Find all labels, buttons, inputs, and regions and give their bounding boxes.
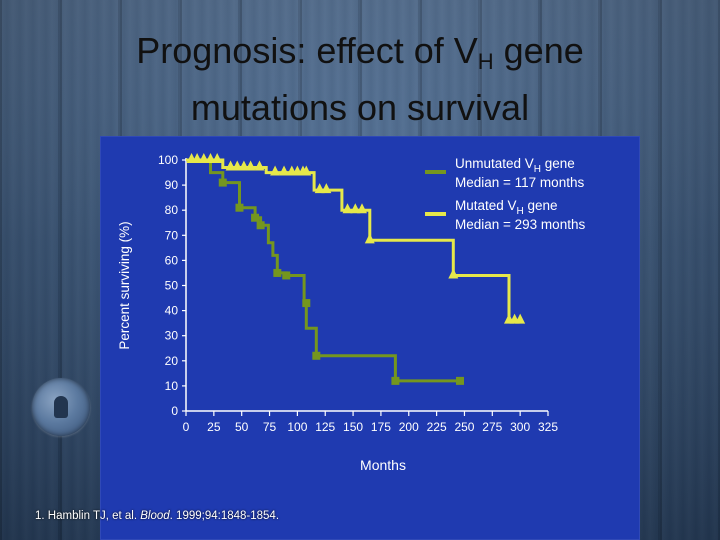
x-tick-label: 0: [183, 420, 190, 434]
mutated-censor-marker: [198, 153, 209, 163]
y-tick-label: 90: [165, 178, 179, 192]
mutated-censor-marker: [270, 165, 281, 176]
x-tick-label: 200: [399, 420, 419, 434]
unmutated-censor-marker: [251, 213, 260, 222]
unmutated-censor-marker: [302, 299, 311, 308]
survival-chart: 0 10 20 30 40 50 60 70 80 90 100 0 25 50 75 100 125 150 17…: [117, 153, 585, 473]
mutated-censor-marker: [254, 160, 265, 171]
y-tick-label: 100: [158, 153, 178, 167]
unmutated-censor-marker: [456, 376, 465, 385]
unmutated-censor-marker: [235, 203, 244, 212]
y-tick-label: 10: [165, 379, 179, 393]
title-line-1: Prognosis: effect of VH gene: [136, 30, 584, 74]
citation-footnote: 1. Hamblin TJ, et al. Blood. 1999;94:184…: [35, 510, 280, 522]
mutated-censor-marker: [350, 203, 361, 214]
mutated-legend-name: Mutated VH gene: [455, 198, 558, 217]
unmutated-censor-marker: [256, 221, 265, 230]
mutated-censor-marker: [314, 183, 325, 194]
x-tick-label: 175: [371, 420, 391, 434]
y-tick-label: 30: [165, 329, 179, 343]
mutated-censor-marker: [212, 153, 223, 163]
unmutated-censor-marker: [391, 376, 400, 385]
x-tick-label: 225: [427, 420, 447, 434]
x-tick-label: 50: [235, 420, 249, 434]
unmutated-survival-line: [186, 158, 460, 383]
x-tick-label: 250: [454, 420, 474, 434]
keyhole-decoration-icon: [32, 378, 90, 436]
unmutated-censor-marker: [273, 268, 282, 277]
x-tick-label: 100: [287, 420, 307, 434]
unmutated-censor-marker: [312, 351, 321, 360]
mutated-legend-median: Median = 293 months: [455, 217, 585, 232]
y-tick-label: 80: [165, 203, 179, 217]
mutated-censor-marker: [321, 183, 332, 194]
unmutated-censor-marker: [218, 178, 227, 187]
chart-panel: 0 10 20 30 40 50 60 70 80 90 100 0 25 50 75 100 125 150 17…: [100, 136, 640, 540]
x-tick-label: 300: [510, 420, 530, 434]
x-axis-label: Months: [360, 457, 406, 473]
unmutated-legend-name: Unmutated VH gene: [455, 156, 575, 175]
y-tick-label: 20: [165, 354, 179, 368]
y-axis-label: Percent surviving (%): [117, 221, 132, 349]
mutated-censor-marker: [301, 165, 312, 176]
mutated-censor-marker: [356, 203, 367, 214]
x-tick-label: 75: [263, 420, 277, 434]
mutated-censor-marker: [232, 160, 243, 171]
y-tick-label: 70: [165, 228, 179, 242]
title-line-2: mutations on survival: [190, 87, 530, 128]
x-tick-label: 275: [482, 420, 502, 434]
y-tick-label: 50: [165, 279, 179, 293]
y-tick-label: 60: [165, 253, 179, 267]
mutated-censor-marker: [225, 160, 236, 171]
mutated-censor-marker: [238, 160, 249, 171]
y-tick-label: 40: [165, 304, 179, 318]
y-tick-label: 0: [171, 404, 178, 418]
mutated-censor-marker: [448, 268, 459, 279]
mutated-censor-marker: [364, 233, 375, 244]
x-tick-label: 25: [207, 420, 221, 434]
mutated-censor-marker: [279, 165, 290, 176]
x-tick-label: 325: [538, 420, 558, 434]
mutated-censor-marker: [192, 153, 203, 163]
mutated-censor-marker: [342, 203, 353, 214]
x-tick-label: 150: [343, 420, 363, 434]
mutated-censor-marker: [205, 153, 216, 163]
mutated-censor-marker: [515, 313, 526, 324]
x-tick-label: 125: [315, 420, 335, 434]
mutated-censor-marker: [245, 160, 256, 171]
unmutated-censor-marker: [282, 271, 291, 280]
unmutated-legend-median: Median = 117 months: [455, 175, 584, 190]
slide-title: Prognosis: effect of VH gene mutations o…: [0, 28, 720, 131]
